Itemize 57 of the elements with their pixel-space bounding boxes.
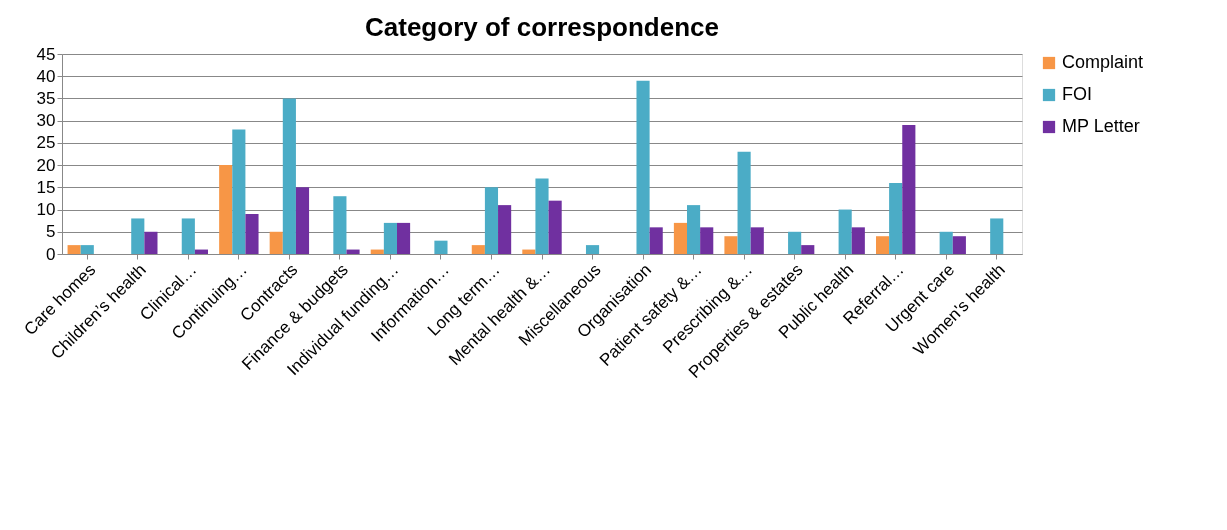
bar — [80, 245, 94, 254]
bar — [889, 182, 903, 254]
bar — [194, 249, 209, 254]
bar — [548, 200, 562, 254]
bar — [788, 231, 802, 254]
bar — [434, 240, 448, 254]
bar — [673, 222, 688, 254]
bar — [131, 218, 145, 254]
y-tick-label: 45 — [36, 44, 56, 64]
bar — [636, 80, 650, 254]
y-tick-label: 25 — [36, 133, 56, 153]
y-tick-label: 40 — [36, 66, 56, 86]
bar — [952, 236, 966, 254]
bar — [585, 245, 600, 254]
bar — [484, 187, 499, 254]
bar — [396, 222, 411, 254]
bar — [498, 205, 512, 254]
bar — [838, 209, 852, 254]
y-tick-label: 35 — [36, 88, 56, 108]
bar — [370, 249, 384, 254]
bar — [471, 245, 485, 254]
bar — [144, 231, 158, 254]
y-tick-label: 0 — [46, 244, 56, 264]
chart-title: Category of correspondence — [365, 12, 719, 42]
bar — [724, 236, 738, 254]
y-tick-label: 5 — [46, 222, 56, 242]
bar — [269, 231, 283, 254]
bar — [219, 165, 233, 254]
legend-label: Complaint — [1062, 52, 1144, 72]
bar — [737, 151, 751, 254]
bar — [990, 218, 1004, 254]
bar — [851, 227, 865, 254]
bar — [522, 249, 536, 254]
bar — [700, 227, 714, 254]
bar — [232, 129, 246, 254]
bar — [333, 196, 347, 254]
legend-label: FOI — [1062, 84, 1092, 104]
bar — [750, 227, 764, 254]
bar — [245, 214, 259, 254]
y-tick-label: 30 — [36, 111, 56, 131]
bar — [535, 178, 549, 254]
bar — [346, 249, 360, 254]
bar — [383, 222, 397, 254]
bar — [181, 218, 195, 254]
y-tick-label: 15 — [36, 177, 56, 197]
bar — [801, 245, 815, 254]
bar — [687, 205, 701, 254]
legend-label: MP Letter — [1062, 116, 1140, 136]
bar — [649, 227, 663, 254]
bar — [875, 236, 890, 254]
y-tick-label: 20 — [36, 155, 56, 175]
y-tick-label: 10 — [36, 200, 56, 220]
bar — [67, 245, 81, 254]
bar — [939, 231, 953, 254]
bar — [902, 125, 916, 254]
bar — [282, 98, 296, 254]
bar — [295, 187, 310, 254]
